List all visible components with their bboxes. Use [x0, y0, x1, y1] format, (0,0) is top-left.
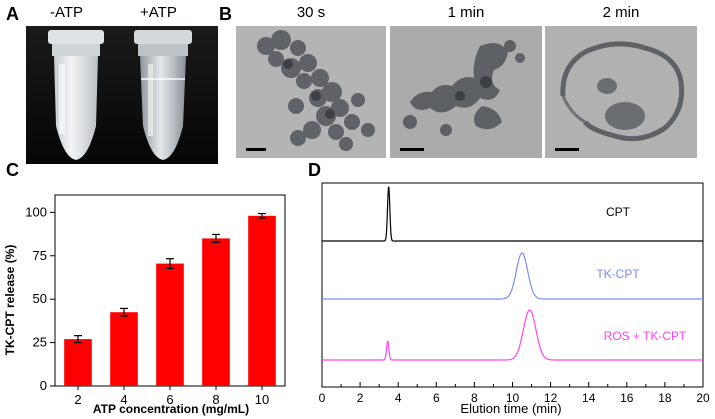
- x-tick-label: 8: [471, 391, 478, 405]
- x-tick-label: 16: [620, 391, 634, 405]
- x-tick-label: 2: [74, 392, 81, 407]
- x-tick-label: 20: [696, 391, 710, 405]
- y-tick-label: 50: [33, 291, 47, 306]
- hplc-chromatogram: Elution time (min) 0 2 4 6 8 10 12 14 16 18 20 CPT T…: [319, 182, 710, 416]
- y-tick-label: 100: [25, 204, 47, 219]
- x-tick-label: 6: [166, 392, 173, 407]
- x-tick-label: 10: [506, 391, 520, 405]
- bar: [248, 215, 276, 386]
- bar: [156, 263, 184, 386]
- tem-image-30s: [236, 26, 386, 158]
- x-tick-label: 14: [582, 391, 596, 405]
- tube-minus-atp: [48, 30, 104, 160]
- tube-label-minus-atp: -ATP: [50, 4, 84, 21]
- chromatogram-frame: [321, 182, 704, 388]
- y-tick-label: 25: [33, 335, 47, 350]
- bar-chart-x-label: ATP concentration (mg/mL): [93, 402, 249, 416]
- panel-letter-c: C: [6, 160, 19, 180]
- tem-time-label-30s: 30 s: [296, 4, 326, 21]
- x-tick-label: 18: [658, 391, 672, 405]
- bar: [64, 339, 92, 386]
- y-tick-label: 0: [40, 378, 47, 393]
- x-tick-label: 4: [395, 391, 402, 405]
- series-line: [322, 186, 703, 242]
- x-tick-label: 10: [255, 392, 269, 407]
- x-tick-label: 4: [120, 392, 127, 407]
- bar: [202, 238, 230, 386]
- y-tick-label: 75: [33, 248, 47, 263]
- tem-image-1min: [390, 26, 542, 158]
- bar-chart-y-label: TK-CPT release (%): [3, 245, 17, 356]
- x-tick-label: 8: [212, 392, 219, 407]
- series-label: CPT: [606, 205, 631, 219]
- tem-image-2min: [545, 26, 697, 158]
- series-line: [322, 309, 703, 361]
- bar: [110, 312, 138, 386]
- release-bar-chart: TK-CPT release (%) ATP concentration (mg…: [3, 194, 286, 416]
- tube-label-plus-atp: +ATP: [140, 4, 177, 21]
- x-tick-label: 0: [319, 391, 326, 405]
- series-line: [322, 252, 703, 300]
- series-label: TK-CPT: [596, 267, 640, 281]
- tube-photo: [26, 26, 218, 164]
- panel-letter-b: B: [219, 4, 232, 24]
- x-tick-label: 6: [433, 391, 440, 405]
- chromatogram-x-label: Elution time (min): [460, 401, 561, 416]
- series-label: ROS + TK-CPT: [604, 329, 687, 343]
- panel-letter-d: D: [308, 160, 321, 180]
- tem-time-label-1min: 1 min: [447, 4, 485, 21]
- tube-plus-atp: [134, 30, 192, 160]
- panel-letter-a: A: [6, 4, 19, 24]
- x-tick-label: 12: [544, 391, 558, 405]
- tem-time-label-2min: 2 min: [602, 4, 640, 21]
- x-tick-label: 2: [357, 391, 364, 405]
